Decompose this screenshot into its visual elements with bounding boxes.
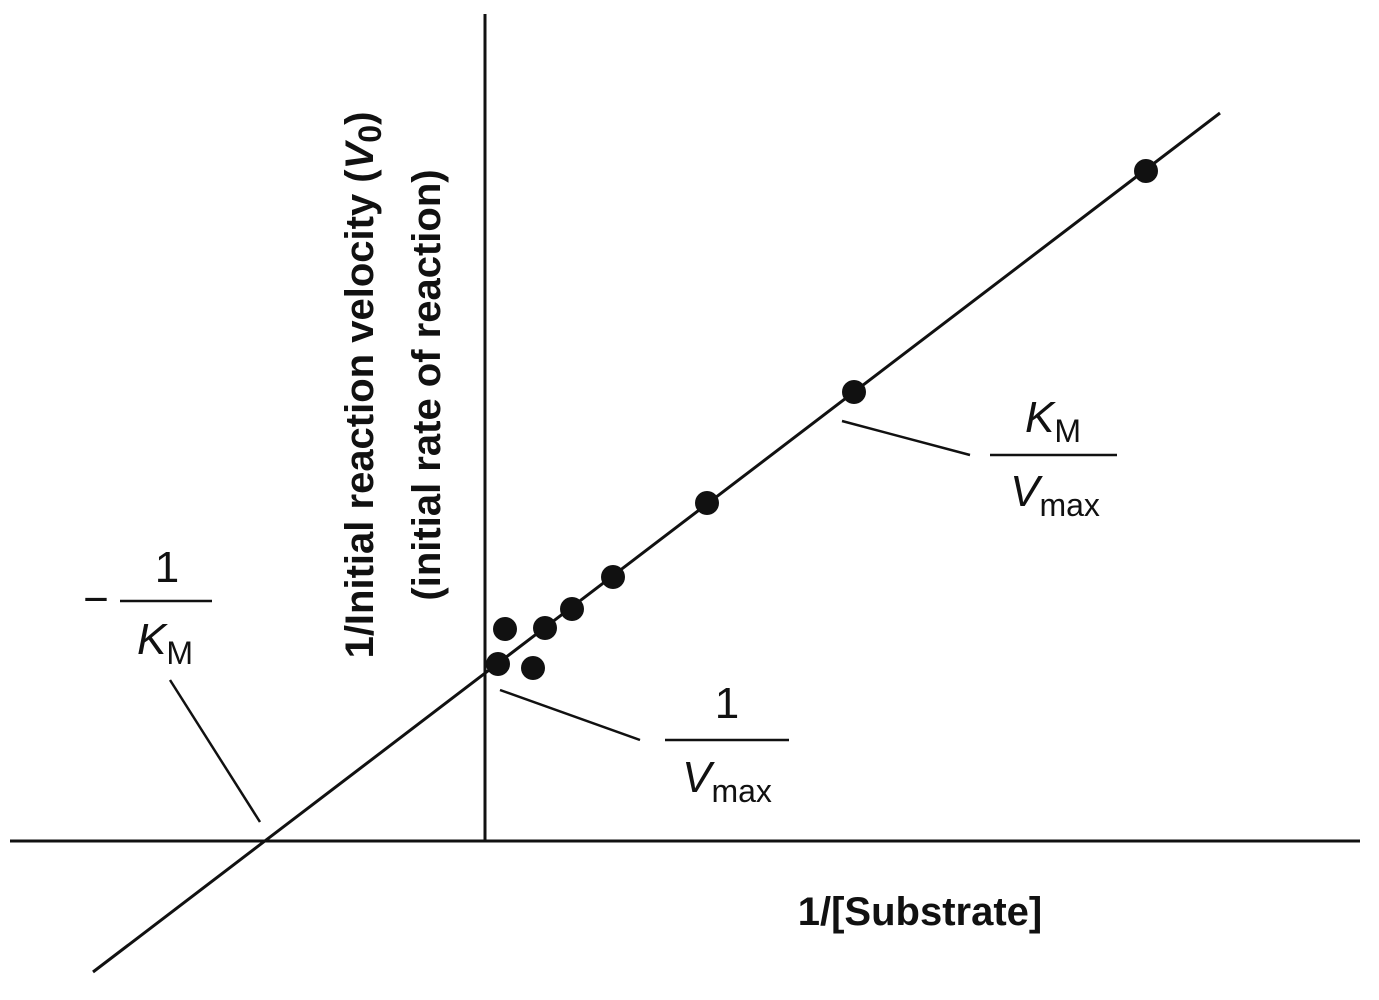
point — [842, 380, 866, 404]
symbol: V — [1010, 467, 1043, 516]
subscript: M — [1054, 413, 1081, 449]
x-axis-label: 1/[Substrate] — [798, 890, 1043, 934]
denominator: Vmax — [682, 753, 772, 809]
denominator: KM — [137, 615, 193, 671]
subscript: max — [1039, 487, 1099, 523]
fit-line — [92, 111, 1221, 974]
symbol: V — [682, 753, 715, 802]
subscript: max — [711, 773, 771, 809]
y-label-text: ) — [338, 112, 382, 125]
y-axis-label-line2: (initial rate of reaction) — [405, 169, 449, 600]
point — [601, 565, 625, 589]
numerator: 1 — [155, 543, 179, 592]
data-points — [486, 159, 1158, 680]
numerator: 1 — [715, 679, 739, 728]
point — [560, 597, 584, 621]
y-axis-label: 1/Initial reaction velocity (V0) — [338, 112, 388, 659]
sign: − — [83, 575, 109, 624]
denominator: Vmax — [1010, 467, 1100, 523]
point — [493, 617, 517, 641]
point — [695, 491, 719, 515]
leader-line — [841, 419, 971, 457]
y-label-symbol: V — [338, 139, 382, 169]
point — [486, 652, 510, 676]
y-label-text: 1/Initial reaction velocity ( — [338, 169, 382, 659]
symbol: K — [1025, 393, 1056, 442]
subscript: M — [166, 635, 193, 671]
leader-line — [499, 688, 641, 742]
symbol: K — [137, 615, 168, 664]
point — [521, 656, 545, 680]
point — [533, 616, 557, 640]
leader-line — [168, 679, 262, 823]
y-label-subscript: 0 — [352, 125, 388, 143]
numerator: KM — [1025, 393, 1081, 449]
point — [1134, 159, 1158, 183]
